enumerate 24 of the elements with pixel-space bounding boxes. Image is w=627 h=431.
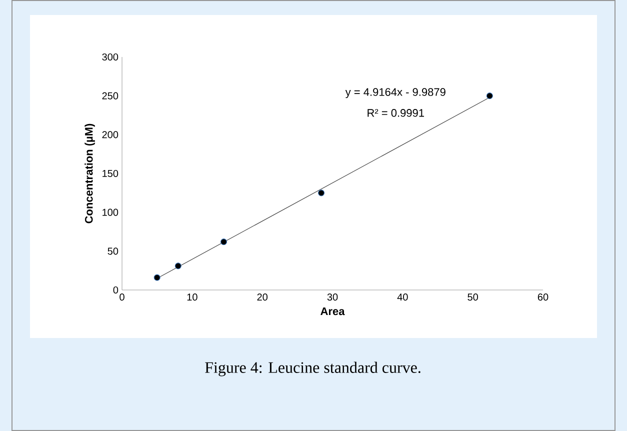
point bbox=[174, 262, 182, 270]
y-axis-title: Concentration (µM) bbox=[84, 124, 95, 224]
point bbox=[154, 274, 160, 281]
x-tick-label: 10 bbox=[187, 294, 198, 301]
point bbox=[220, 238, 228, 246]
y-tick-label: 150 bbox=[102, 170, 118, 178]
y-tick-label: 0 bbox=[113, 286, 118, 294]
x-tick-label: 30 bbox=[327, 294, 338, 301]
x-tick-label: 40 bbox=[397, 294, 408, 301]
point bbox=[318, 190, 325, 196]
annotation: R² = 0.9991 bbox=[368, 109, 424, 117]
y-tick-label: 50 bbox=[108, 248, 118, 255]
y-tick-label: 100 bbox=[102, 208, 118, 216]
x-tick-label: 60 bbox=[538, 294, 548, 301]
annotation: y = 4.9164x - 9.9879 bbox=[345, 88, 446, 98]
x-tick-label: 0 bbox=[120, 294, 124, 301]
x-tick-label: 20 bbox=[257, 294, 268, 301]
x-axis-title: Area bbox=[320, 307, 345, 316]
y-tick-label: 200 bbox=[102, 131, 118, 138]
y-tick-label: 300 bbox=[102, 53, 118, 61]
caption: Figure 4: Leucine standard curve. bbox=[205, 362, 420, 376]
point bbox=[486, 92, 493, 100]
y-tick-label: 250 bbox=[102, 92, 118, 100]
x-tick-label: 50 bbox=[468, 294, 478, 301]
